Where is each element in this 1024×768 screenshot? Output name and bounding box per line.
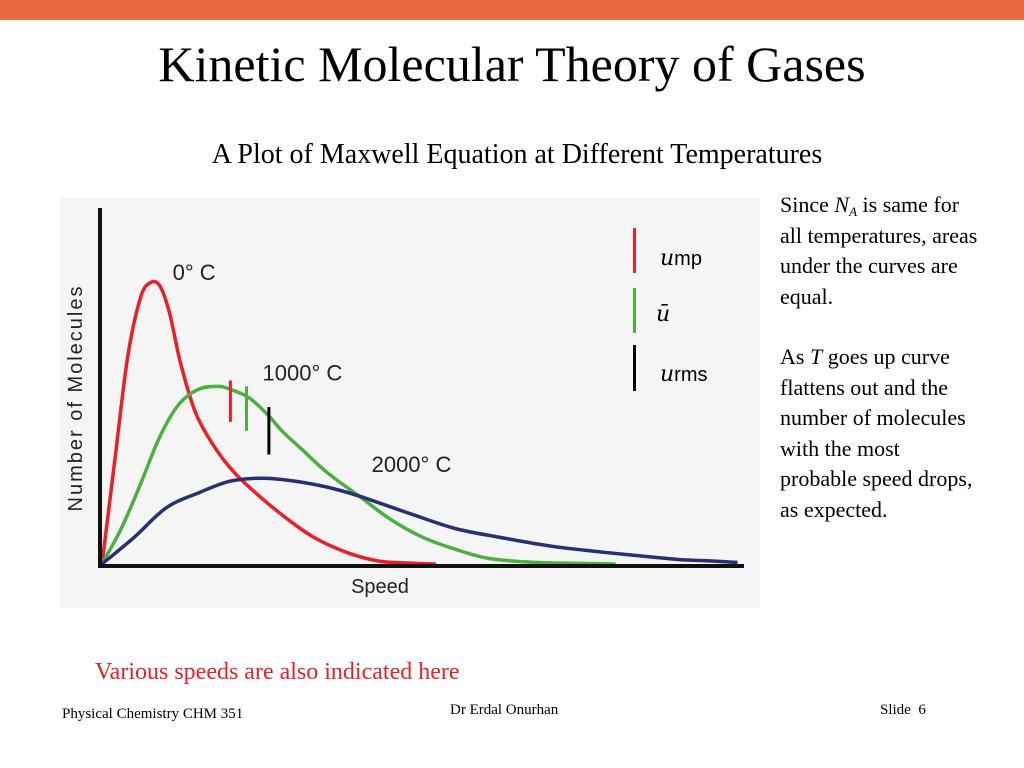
chart-background xyxy=(60,198,760,608)
series-line-1 xyxy=(100,279,436,566)
series-annotation-3: 2000° C xyxy=(372,452,452,477)
side-explanation: Since NA is same for all temperatures, a… xyxy=(780,190,980,555)
t-symbol: T xyxy=(809,344,823,369)
series-annotation-1: 0° C xyxy=(173,260,216,285)
side-p1-start: Since xyxy=(780,192,835,217)
uavg-symbol: ū xyxy=(656,302,671,327)
urms-symbol: u xyxy=(660,362,675,387)
speeds-footnote: Various speeds are also indicated here xyxy=(95,659,460,685)
series-line-3 xyxy=(100,476,738,566)
slide-number: 6 xyxy=(918,702,926,718)
ump-legend-label: ump xyxy=(660,245,702,272)
urms-subscript: rms xyxy=(674,364,708,386)
side-p2-start: As xyxy=(780,344,810,369)
y-axis-label: Number of Molecules xyxy=(65,285,87,512)
footer-slide: Slide 6 xyxy=(880,702,926,719)
side-paragraph-2: As T goes up curve flattens out and the … xyxy=(780,342,980,525)
side-paragraph-1: Since NA is same for all temperatures, a… xyxy=(780,190,980,312)
uavg-legend-label: ū xyxy=(656,301,670,328)
urms-legend-mark xyxy=(633,345,636,391)
maxwell-distribution-chart: 0° C 1000° C 2000° C Speed Number of Molec… xyxy=(60,198,760,608)
series-line-2 xyxy=(100,384,616,566)
urms-legend-label: urms xyxy=(660,361,708,388)
footer-course: Physical Chemistry CHM 351 xyxy=(62,706,244,722)
page-title: Kinetic Molecular Theory of Gases xyxy=(158,36,866,92)
slide-label: Slide xyxy=(880,702,911,718)
na-subscript: A xyxy=(849,204,858,219)
na-symbol: N xyxy=(834,192,850,217)
ump-symbol: u xyxy=(660,246,675,271)
uavg-legend-mark xyxy=(633,288,636,333)
side-p1-end: is same for all temperatures, areas unde… xyxy=(780,192,978,309)
ump-legend-mark xyxy=(633,228,636,273)
top-accent-bar xyxy=(0,0,1024,20)
side-p2-end: goes up curve flattens out and the numbe… xyxy=(780,344,973,522)
x-axis-label: Speed xyxy=(351,576,409,598)
footer-author: Dr Erdal Onurhan xyxy=(450,702,559,718)
series-annotation-2: 1000° C xyxy=(263,361,343,386)
chart-canvas: 0° C 1000° C 2000° C Speed Number of Molec… xyxy=(60,198,760,608)
ump-subscript: mp xyxy=(674,248,702,270)
chart-subtitle: A Plot of Maxwell Equation at Different … xyxy=(211,139,823,170)
